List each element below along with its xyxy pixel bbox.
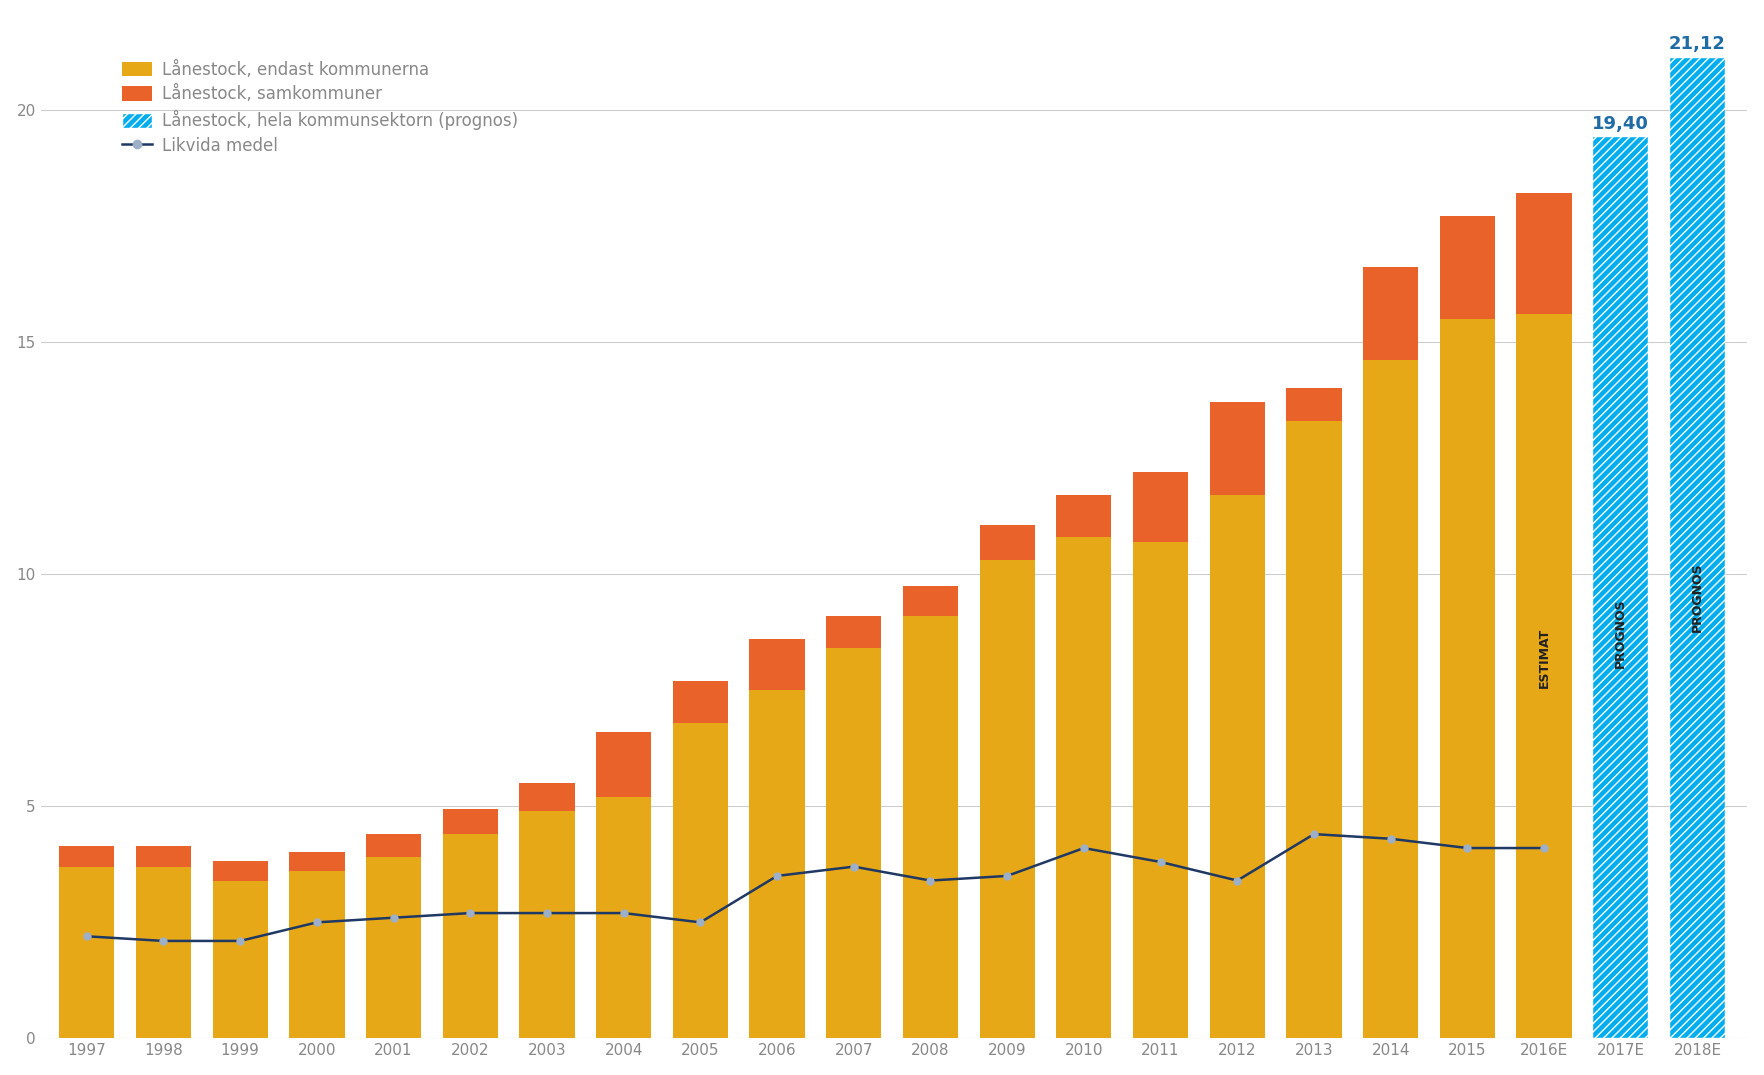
Bar: [1517, 194, 1572, 314]
Bar: [596, 797, 651, 1038]
Bar: [519, 783, 575, 811]
Bar: [1057, 496, 1111, 536]
Text: PROGNOS: PROGNOS: [1692, 562, 1704, 632]
Bar: [1364, 360, 1418, 1038]
Bar: [1132, 542, 1189, 1038]
Bar: [826, 648, 882, 1038]
Text: 19,40: 19,40: [1593, 115, 1649, 133]
Bar: [443, 834, 497, 1038]
Bar: [1210, 496, 1265, 1038]
Bar: [979, 526, 1035, 560]
Bar: [60, 866, 115, 1038]
Bar: [979, 560, 1035, 1038]
Text: 21,12: 21,12: [1669, 34, 1725, 53]
Bar: [136, 846, 191, 866]
Bar: [1593, 138, 1648, 1038]
Bar: [1364, 268, 1418, 360]
Bar: [289, 871, 344, 1038]
Bar: [1517, 314, 1572, 1038]
Bar: [1132, 472, 1189, 542]
Bar: [1210, 402, 1265, 496]
Bar: [1671, 58, 1725, 1038]
Bar: [289, 851, 344, 871]
Bar: [903, 586, 958, 616]
Bar: [443, 808, 497, 834]
Bar: [596, 732, 651, 797]
Bar: [750, 639, 804, 690]
Bar: [60, 846, 115, 866]
Bar: [672, 680, 729, 722]
Bar: [1439, 318, 1496, 1038]
Text: PROGNOS: PROGNOS: [1614, 598, 1626, 668]
Bar: [750, 690, 804, 1038]
Bar: [136, 866, 191, 1038]
Bar: [365, 834, 422, 858]
Bar: [826, 616, 882, 648]
Bar: [213, 861, 268, 880]
Bar: [519, 811, 575, 1038]
Bar: [365, 858, 422, 1038]
Bar: [1439, 216, 1496, 318]
Bar: [1286, 420, 1342, 1038]
Bar: [903, 616, 958, 1038]
Legend: Lånestock, endast kommunerna, Lånestock, samkommuner, Lånestock, hela kommunsekt: Lånestock, endast kommunerna, Lånestock,…: [118, 56, 524, 160]
Bar: [1286, 388, 1342, 420]
Text: ESTIMAT: ESTIMAT: [1538, 628, 1551, 688]
Bar: [1057, 536, 1111, 1038]
Bar: [672, 722, 729, 1038]
Bar: [213, 880, 268, 1038]
